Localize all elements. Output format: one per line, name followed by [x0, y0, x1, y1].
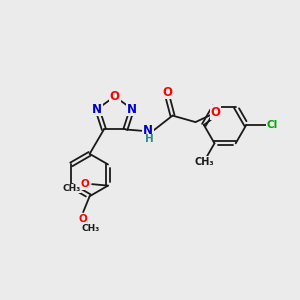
Text: N: N — [143, 124, 153, 137]
Text: Cl: Cl — [267, 120, 278, 130]
Text: CH₃: CH₃ — [194, 157, 214, 166]
Text: CH₃: CH₃ — [62, 184, 81, 193]
Text: O: O — [110, 90, 120, 103]
Text: N: N — [127, 103, 137, 116]
Text: O: O — [211, 106, 220, 119]
Text: CH₃: CH₃ — [82, 224, 100, 233]
Text: O: O — [162, 85, 172, 98]
Text: O: O — [80, 179, 89, 189]
Text: H: H — [145, 134, 153, 144]
Text: N: N — [92, 103, 102, 116]
Text: O: O — [79, 214, 88, 224]
